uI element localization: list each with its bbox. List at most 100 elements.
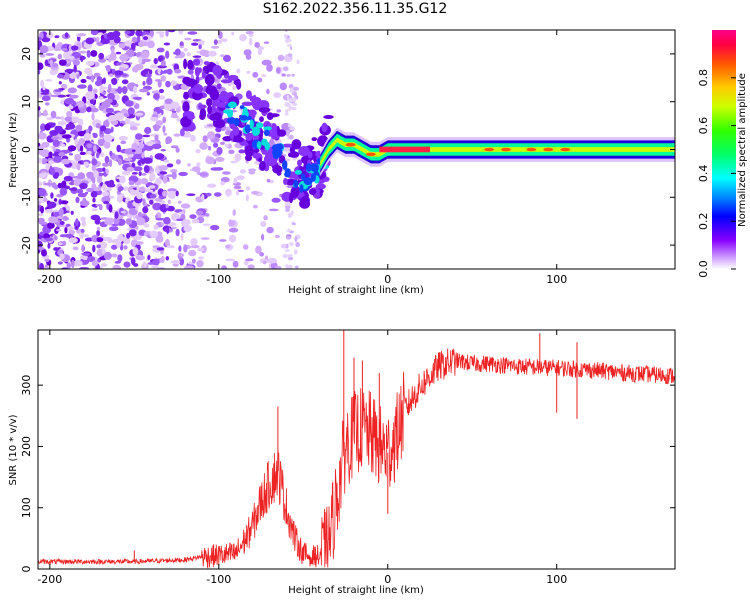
noise-blob [70, 210, 74, 215]
trace-blob [220, 79, 233, 84]
trace-blob [310, 163, 316, 172]
trace-blob [284, 178, 296, 186]
noise-blob [153, 93, 160, 100]
trace-blob [277, 129, 287, 137]
noise-blob [254, 42, 260, 48]
noise-blob [105, 64, 111, 72]
noise-blob [166, 174, 175, 177]
trace-blob [183, 58, 188, 70]
noise-blob [261, 59, 272, 66]
noise-blob [121, 86, 128, 94]
noise-blob [205, 192, 212, 197]
noise-blob [158, 95, 166, 100]
noise-blob [92, 132, 96, 136]
noise-blob [252, 71, 259, 78]
noise-blob [284, 112, 289, 116]
trace-blob [232, 136, 244, 143]
noise-blob [152, 245, 160, 249]
trace-blob [216, 83, 222, 90]
x-tick-label: 0 [384, 273, 391, 286]
y-tick-label: 20 [20, 47, 33, 61]
noise-blob [91, 203, 98, 208]
noise-blob [104, 98, 113, 104]
noise-blob [239, 34, 247, 42]
noise-blob [80, 78, 87, 84]
noise-blob [164, 98, 173, 105]
trace-blob [183, 92, 190, 100]
noise-blob [197, 247, 205, 252]
noise-blob [92, 88, 98, 94]
noise-blob [75, 196, 80, 204]
noise-blob [64, 227, 68, 234]
noise-blob [103, 200, 109, 205]
noise-blob [95, 204, 103, 207]
noise-blob [232, 85, 236, 91]
trace-blob [253, 148, 260, 154]
noise-blob [68, 237, 78, 244]
band-hotspot [345, 142, 356, 147]
noise-blob [165, 136, 173, 144]
noise-blob [53, 235, 58, 241]
noise-blob [131, 66, 139, 73]
noise-blob [295, 241, 300, 248]
noise-blob [153, 111, 158, 115]
noise-blob [73, 178, 82, 187]
trace-blob [303, 177, 313, 186]
noise-blob [117, 186, 124, 192]
noise-blob [263, 215, 268, 221]
noise-blob [271, 197, 281, 203]
colorbar-gradient [712, 30, 736, 269]
noise-blob [184, 265, 194, 269]
noise-blob [151, 265, 159, 269]
y-tick-label: 100 [20, 497, 33, 518]
noise-blob [115, 239, 122, 248]
noise-blob [132, 247, 139, 256]
noise-blob [237, 189, 244, 193]
noise-blob [123, 245, 128, 250]
noise-blob [78, 138, 86, 145]
noise-blob [159, 33, 165, 38]
noise-blob [138, 142, 145, 149]
trace-blob [276, 153, 281, 158]
noise-blob [109, 159, 113, 168]
noise-blob [63, 215, 68, 221]
noise-blob [228, 234, 237, 243]
noise-blob [162, 116, 167, 124]
noise-blob [157, 67, 162, 75]
trace-blob [308, 188, 317, 196]
noise-blob [109, 226, 119, 232]
noise-blob [288, 242, 294, 246]
noise-blob [245, 194, 249, 202]
noise-blob [67, 226, 74, 231]
trace-blob [311, 137, 318, 142]
noise-blob [44, 59, 49, 67]
noise-blob [282, 66, 289, 72]
trace-blob [214, 119, 226, 128]
noise-blob [80, 145, 84, 152]
noise-blob [199, 76, 203, 81]
noise-blob [115, 88, 125, 92]
noise-blob [159, 105, 166, 110]
noise-blob [38, 188, 47, 197]
noise-blob [89, 99, 95, 105]
noise-blob [90, 190, 98, 198]
noise-blob [177, 200, 182, 204]
noise-blob [91, 260, 98, 267]
noise-blob [190, 134, 196, 142]
noise-blob [90, 214, 101, 221]
noise-blob [243, 49, 252, 56]
band-hotspot [526, 147, 537, 152]
noise-blob [178, 245, 182, 252]
trace-blob [265, 158, 278, 166]
noise-blob [180, 128, 185, 137]
trace-blob [251, 126, 261, 136]
trace-blob [300, 173, 306, 181]
noise-blob [68, 153, 74, 156]
trace-blob [201, 70, 206, 79]
noise-blob [102, 77, 106, 84]
noise-blob [157, 79, 162, 88]
noise-blob [109, 53, 117, 61]
noise-blob [134, 241, 144, 245]
noise-blob [277, 54, 285, 62]
noise-blob [90, 30, 99, 36]
